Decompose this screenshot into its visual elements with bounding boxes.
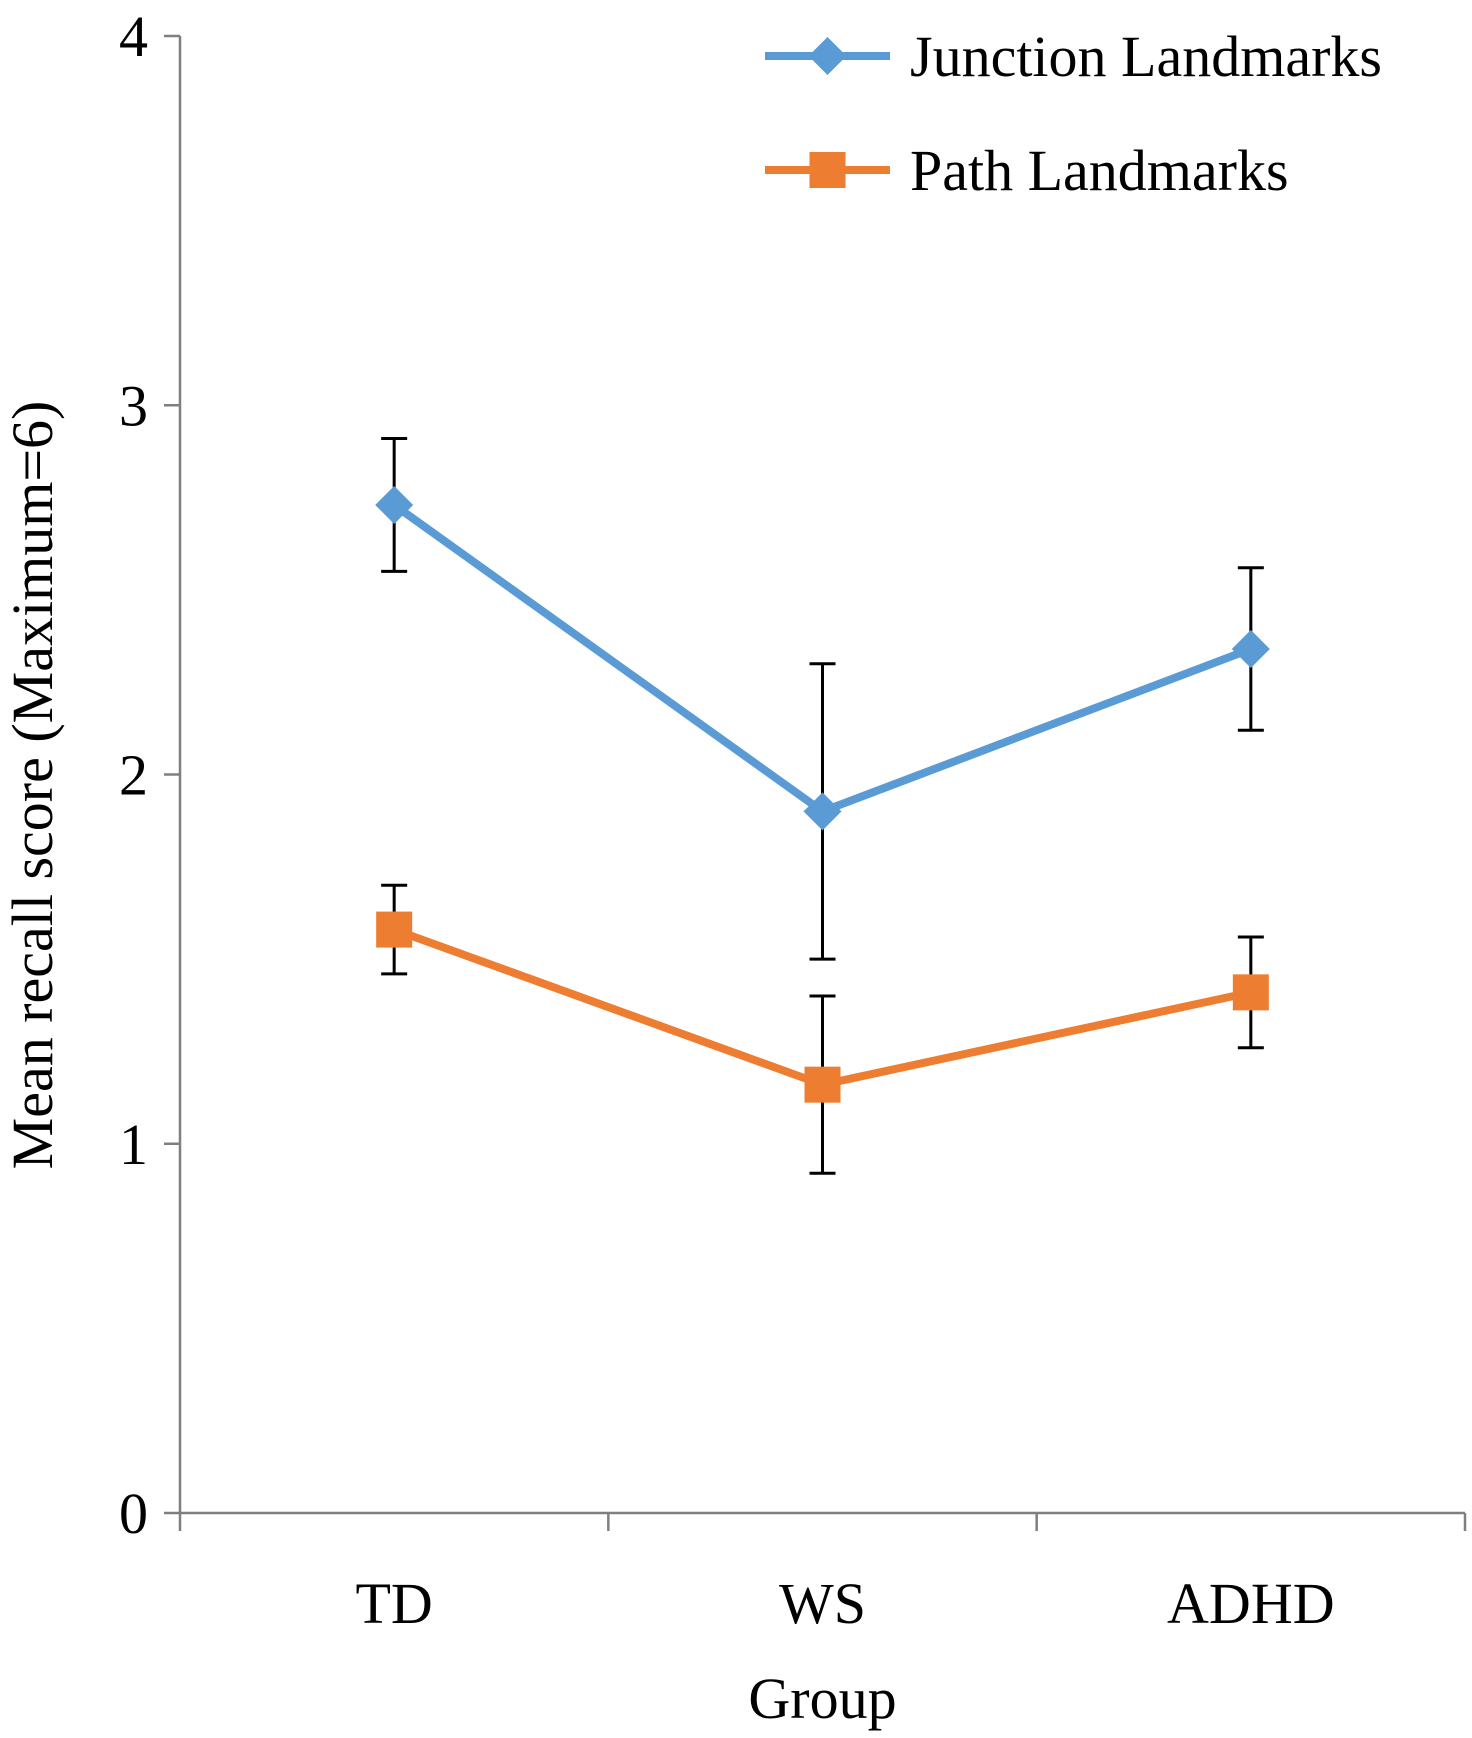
- x-tick-label: TD: [356, 1571, 433, 1636]
- data-point-diamond: [375, 485, 414, 524]
- data-point-diamond: [1231, 629, 1270, 668]
- y-tick-label: 3: [119, 373, 148, 438]
- data-point-square: [804, 1066, 841, 1103]
- series-markers: [375, 485, 1270, 1103]
- legend: Junction Landmarks Path Landmarks: [765, 24, 1382, 203]
- legend-marker-diamond: [808, 37, 847, 75]
- y-tick-label: 2: [119, 743, 148, 808]
- legend-marker-square: [809, 152, 846, 188]
- y-tick-label: 0: [119, 1481, 148, 1546]
- legend-label: Junction Landmarks: [910, 24, 1382, 89]
- legend-label: Path Landmarks: [910, 138, 1289, 203]
- data-point-diamond: [803, 792, 842, 831]
- y-tick-label: 4: [119, 4, 148, 69]
- x-axis-title: Group: [748, 1666, 896, 1731]
- x-tick-label: ADHD: [1167, 1571, 1335, 1636]
- y-tick-label: 1: [119, 1112, 148, 1177]
- data-point-square: [376, 911, 413, 948]
- data-point-square: [1232, 974, 1269, 1011]
- x-tick-label: WS: [779, 1571, 866, 1636]
- axes: 0 1 2 3 4 TD WS ADHD: [119, 4, 1467, 1636]
- y-axis-title: Mean recall score (Maximum=6): [0, 401, 65, 1170]
